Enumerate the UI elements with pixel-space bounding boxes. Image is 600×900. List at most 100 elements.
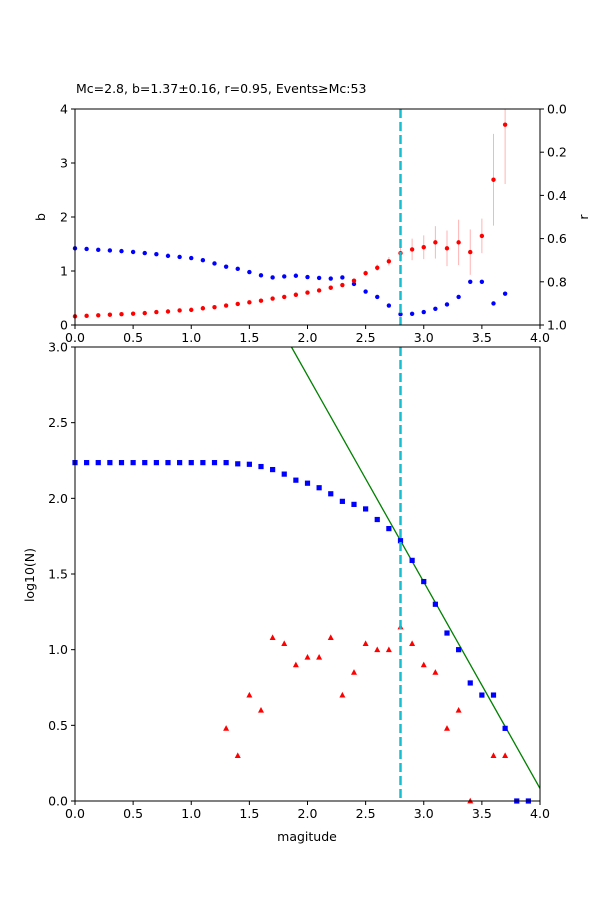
- b-value-point: [270, 296, 275, 301]
- r-value-point: [433, 306, 438, 311]
- cumulative-point: [107, 460, 113, 466]
- r-value-point: [502, 291, 508, 296]
- b-value-point: [409, 247, 415, 252]
- cumulative-point: [270, 466, 276, 473]
- r-value-point: [212, 261, 217, 266]
- r-value-point: [409, 311, 415, 316]
- r-value-point: [282, 274, 287, 279]
- b-value-point: [293, 292, 299, 297]
- b-value-point: [223, 303, 229, 308]
- non-cumulative-point: [432, 669, 439, 675]
- non-cumulative-point: [351, 669, 357, 675]
- r-value-point: [119, 248, 124, 254]
- r-value-point: [165, 253, 171, 259]
- top-y-tick-label: 1: [60, 264, 68, 279]
- cumulative-point: [432, 601, 438, 607]
- r-value-point: [130, 249, 136, 255]
- top-x-tick-label: 0.5: [123, 330, 143, 345]
- bottom-x-tick-label: 3.0: [414, 806, 434, 821]
- top-y-label: b: [33, 213, 48, 221]
- cumulative-point: [211, 460, 218, 466]
- b-value-point: [107, 312, 113, 317]
- bottom-x-label: magitude: [277, 829, 337, 844]
- non-cumulative-point: [304, 654, 311, 660]
- b-value-point: [177, 308, 182, 313]
- bottom-y-tick-label: 3.0: [48, 340, 68, 355]
- non-cumulative-point: [246, 691, 253, 698]
- r-value-point: [456, 294, 461, 300]
- b-value-point: [502, 122, 508, 127]
- top-x-tick-label: 1.5: [239, 330, 259, 345]
- cumulative-point: [374, 516, 380, 523]
- top-right-tick-label: 0.0: [547, 102, 567, 117]
- cumulative-point: [293, 477, 299, 483]
- non-cumulative-point: [327, 634, 334, 640]
- top-x-tick-label: 2.5: [356, 330, 376, 345]
- top-y-ticks: 0 1 2 3 4: [60, 102, 75, 333]
- r-value-point: [421, 309, 426, 315]
- cumulative-point: [363, 506, 369, 512]
- cumulative-point: [142, 460, 148, 466]
- r-value-point: [258, 273, 264, 278]
- top-x-tick-label: 0.0: [65, 330, 85, 345]
- r-value-point: [328, 276, 333, 281]
- cumulative-point: [339, 498, 345, 504]
- b-value-point: [96, 313, 101, 318]
- non-cumulative-point: [502, 752, 509, 758]
- r-value-point: [96, 247, 101, 253]
- r-value-point: [340, 275, 345, 280]
- top-right-tick-label: 0.8: [547, 274, 567, 289]
- non-cumulative-point: [223, 725, 230, 731]
- cumulative-point: [490, 692, 497, 698]
- r-value-point: [107, 248, 113, 253]
- non-cumulative-point: [339, 691, 346, 698]
- cumulative-point: [153, 460, 159, 466]
- cumulative-point: [246, 461, 252, 467]
- b-value-point: [119, 312, 124, 317]
- top-x-tick-label: 4.0: [530, 330, 550, 345]
- r-value-point: [223, 264, 229, 269]
- top-x-tick-label: 2.0: [298, 330, 318, 345]
- cumulative-point: [304, 480, 311, 486]
- bottom-axes-background: [75, 347, 540, 801]
- cumulative-point: [188, 460, 194, 466]
- b-value-point: [305, 290, 310, 295]
- bottom-x-ticks: 0.0 0.5 1.0 1.5 2.0 2.5 3.0 3.5 4.0: [65, 801, 550, 821]
- bottom-panel: 0.0 0.5 1.0 1.5 2.0 2.5 3.0 3.5 4.0 0.0 0.5 1.0 1.5…: [22, 340, 550, 845]
- bottom-x-tick-label: 2.5: [356, 806, 376, 821]
- r-value-point: [84, 246, 89, 252]
- bottom-y-tick-label: 0.5: [48, 718, 68, 733]
- r-value-point: [351, 281, 357, 287]
- b-value-point: [433, 240, 438, 245]
- bottom-y-label: log10(N): [22, 548, 37, 602]
- cumulative-point: [456, 647, 462, 653]
- cumulative-point: [316, 485, 322, 491]
- b-value-point: [235, 301, 240, 307]
- cumulative-point: [95, 460, 101, 466]
- b-value-point: [142, 310, 147, 316]
- non-cumulative-point: [292, 661, 299, 668]
- top-right-ticks: 0.0 0.2 0.4 0.6 0.8 1.0: [540, 102, 567, 333]
- bottom-x-tick-label: 0.5: [123, 806, 143, 821]
- bottom-x-tick-label: 2.0: [298, 806, 318, 821]
- r-value-point: [154, 251, 159, 257]
- bottom-y-tick-label: 2.0: [48, 491, 68, 506]
- b-value-point: [200, 306, 206, 311]
- top-right-tick-label: 1.0: [547, 318, 567, 333]
- cumulative-point: [328, 491, 334, 497]
- bottom-x-tick-label: 3.5: [472, 806, 492, 821]
- bottom-x-tick-label: 1.5: [239, 806, 259, 821]
- cumulative-point: [130, 460, 136, 466]
- bottom-y-tick-label: 1.5: [48, 567, 68, 582]
- b-value-point: [491, 177, 496, 182]
- bottom-x-tick-label: 1.0: [181, 806, 201, 821]
- b-value-point: [154, 309, 159, 315]
- r-value-point: [270, 275, 275, 280]
- non-cumulative-point: [420, 661, 427, 668]
- top-y-tick-label: 0: [60, 318, 68, 333]
- top-panel: Mc=2.8, b=1.37±0.16, r=0.95, Events≥Mc:5…: [33, 81, 591, 345]
- b-value-point: [479, 233, 485, 239]
- cumulative-point: [421, 578, 427, 585]
- top-x-tick-label: 1.0: [181, 330, 201, 345]
